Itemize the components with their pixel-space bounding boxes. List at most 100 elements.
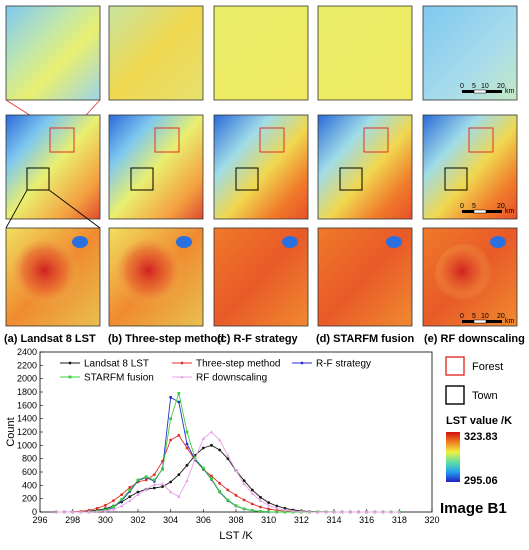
town-zoom-d — [317, 227, 413, 327]
data-point — [169, 417, 173, 421]
lake-c — [282, 236, 298, 248]
data-point — [160, 482, 165, 486]
forest-box-d — [363, 127, 389, 153]
panel-label-e: (e) RF downscaling — [424, 333, 525, 345]
legend-marker — [68, 361, 72, 365]
data-point — [242, 498, 246, 502]
data-point — [242, 479, 246, 483]
data-point — [128, 495, 132, 499]
data-point — [250, 509, 254, 512]
data-point — [267, 507, 271, 511]
data-point — [218, 489, 222, 493]
data-point — [242, 482, 246, 486]
town-hotspot-e — [435, 244, 495, 304]
x-axis-ticks: 296 298 300 302 304 306 308 310 312 314 316 318 320 — [32, 509, 440, 525]
chart-legend: Landsat 8 LST Three-step method R-F strate… — [60, 359, 371, 384]
data-point — [201, 436, 206, 440]
data-point — [210, 443, 213, 447]
scale-unit: km — [505, 318, 515, 325]
data-point — [210, 477, 213, 481]
data-point — [136, 492, 140, 496]
forest-zoom-d — [317, 5, 413, 101]
data-point — [87, 510, 91, 514]
data-point — [259, 495, 262, 499]
data-point — [373, 510, 377, 514]
legend-label: STARFM fusion — [84, 373, 154, 384]
town-hotspot-b — [116, 238, 188, 310]
data-point — [291, 509, 295, 513]
data-point — [103, 503, 107, 507]
forest-zoom-b — [108, 5, 204, 101]
x-tick-label: 300 — [98, 515, 113, 525]
data-point — [177, 473, 181, 477]
x-axis-label: LST /K — [219, 530, 253, 542]
forest-zoom-row: 0 5 10 20 km — [5, 5, 518, 101]
data-point — [267, 501, 271, 505]
scene-a — [5, 114, 101, 220]
data-point — [177, 494, 181, 498]
forest-legend-label: Forest — [472, 361, 503, 373]
data-point — [185, 446, 189, 450]
scale-tick-5: 5 — [472, 313, 476, 320]
data-point — [258, 498, 263, 502]
series-layer — [54, 391, 402, 514]
data-point — [185, 430, 189, 434]
legend-label: Three-step method — [196, 359, 281, 370]
town-box-b — [130, 167, 154, 191]
data-point — [210, 474, 213, 478]
x-tick-label: 312 — [294, 515, 309, 525]
data-point — [283, 508, 287, 512]
data-point — [218, 448, 222, 452]
scale-tick-20: 20 — [497, 203, 505, 210]
data-point — [169, 480, 173, 484]
x-tick-label: 302 — [130, 515, 145, 525]
data-point — [177, 433, 181, 437]
data-point — [201, 466, 205, 470]
y-tick-label: 1000 — [17, 440, 37, 450]
scale-tick-5: 5 — [472, 83, 476, 90]
data-point — [128, 485, 132, 489]
data-point — [185, 463, 189, 467]
x-tick-label: 314 — [326, 515, 341, 525]
x-tick-label: 318 — [392, 515, 407, 525]
data-point — [161, 485, 164, 489]
data-point — [266, 503, 271, 507]
data-point — [201, 446, 205, 450]
data-point — [315, 510, 320, 514]
series-starfm-fusion — [54, 391, 401, 514]
scale-tick-0: 0 — [460, 203, 464, 210]
data-point — [226, 498, 230, 502]
y-tick-label: 0 — [32, 507, 37, 517]
scene-d — [317, 114, 413, 220]
data-point — [128, 488, 132, 492]
town-legend-box — [445, 385, 465, 405]
scale-tick-0: 0 — [460, 83, 464, 90]
y-axis-ticks: 0 200 400 600 800 1000 1200 1400 1600 1800 2000 220… — [17, 347, 43, 517]
town-legend-label: Town — [472, 390, 498, 402]
connector-town-left — [5, 189, 28, 229]
data-point — [275, 510, 279, 514]
data-point — [152, 486, 156, 490]
legend-label: RF downscaling — [196, 373, 267, 384]
data-point — [95, 506, 99, 510]
y-tick-label: 1200 — [17, 427, 37, 437]
data-point — [169, 438, 173, 442]
scale-tick-10: 10 — [481, 313, 489, 320]
data-point — [79, 510, 83, 514]
data-point — [250, 502, 254, 506]
y-tick-label: 1400 — [17, 414, 37, 424]
x-tick-label: 316 — [359, 515, 374, 525]
data-point — [259, 510, 262, 513]
scale-tick-10: 10 — [481, 83, 489, 90]
panel-label-a: (a) Landsat 8 LST — [4, 333, 96, 345]
data-point — [340, 510, 344, 514]
y-tick-label: 1800 — [17, 387, 37, 397]
data-point — [209, 430, 214, 434]
data-point — [95, 509, 99, 514]
colorbar-min: 295.06 — [464, 475, 498, 487]
forest-zoom-c — [213, 5, 309, 101]
data-point — [185, 442, 189, 446]
legend-marker — [68, 375, 72, 379]
scale-bar-bottom: 0 5 10 20 km — [460, 313, 515, 325]
